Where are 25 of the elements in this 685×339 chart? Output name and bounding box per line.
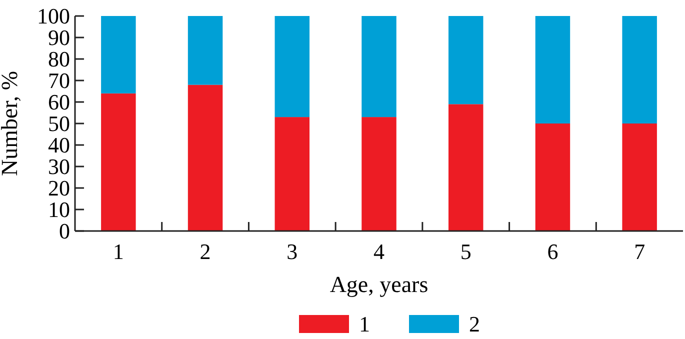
bar	[101, 93, 136, 231]
bar	[188, 16, 223, 85]
y-axis-title: Number, %	[0, 70, 22, 176]
bar	[188, 84, 223, 231]
x-tick-label: 4	[374, 239, 384, 264]
bar	[622, 16, 657, 124]
bar	[535, 16, 570, 124]
bar	[274, 16, 310, 118]
x-tick-label: 2	[200, 239, 211, 264]
x-tick-label: 6	[547, 239, 558, 264]
bar	[274, 117, 310, 231]
bar	[448, 104, 484, 231]
x-tick-label: 7	[634, 239, 646, 264]
bar	[448, 16, 484, 104]
legend-label: 1	[359, 312, 370, 337]
x-axis-title: Age, years	[330, 272, 428, 297]
bar	[101, 16, 136, 94]
legend-label: 2	[469, 312, 480, 337]
x-tick-label: 3	[286, 239, 298, 264]
bar	[622, 124, 657, 231]
bar	[362, 16, 396, 118]
x-tick-label: 5	[460, 239, 472, 264]
bar	[362, 117, 396, 231]
bar	[535, 124, 570, 231]
x-tick-label: 1	[112, 239, 124, 264]
